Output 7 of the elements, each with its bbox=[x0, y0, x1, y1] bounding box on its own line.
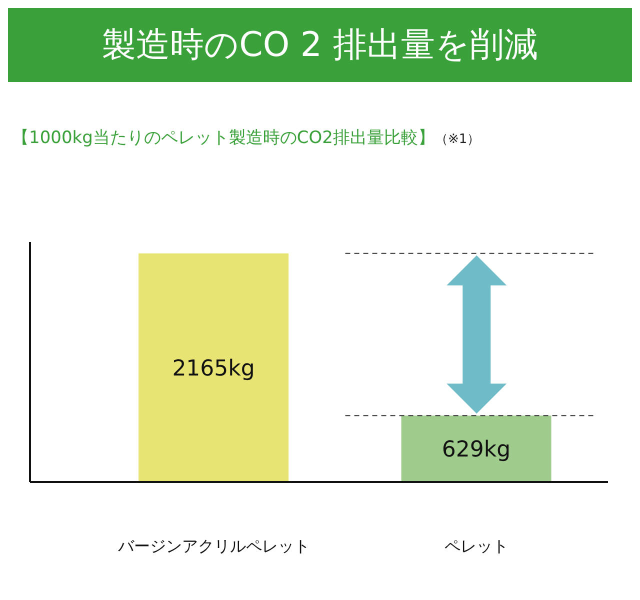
chart-subtitle: 【1000kg当たりのペレット製造時のCO2排出量比較】 bbox=[12, 128, 435, 148]
text: （※1） bbox=[434, 132, 480, 147]
data-label: 629kg bbox=[442, 438, 511, 463]
chart-title: 製造時のCO 2 排出量を削減 bbox=[8, 8, 632, 82]
x-tick-label: ペレット bbox=[444, 536, 509, 556]
data-label: 2165kg bbox=[172, 356, 255, 382]
x-tick-label: バージンアクリルペレット bbox=[116, 536, 310, 556]
